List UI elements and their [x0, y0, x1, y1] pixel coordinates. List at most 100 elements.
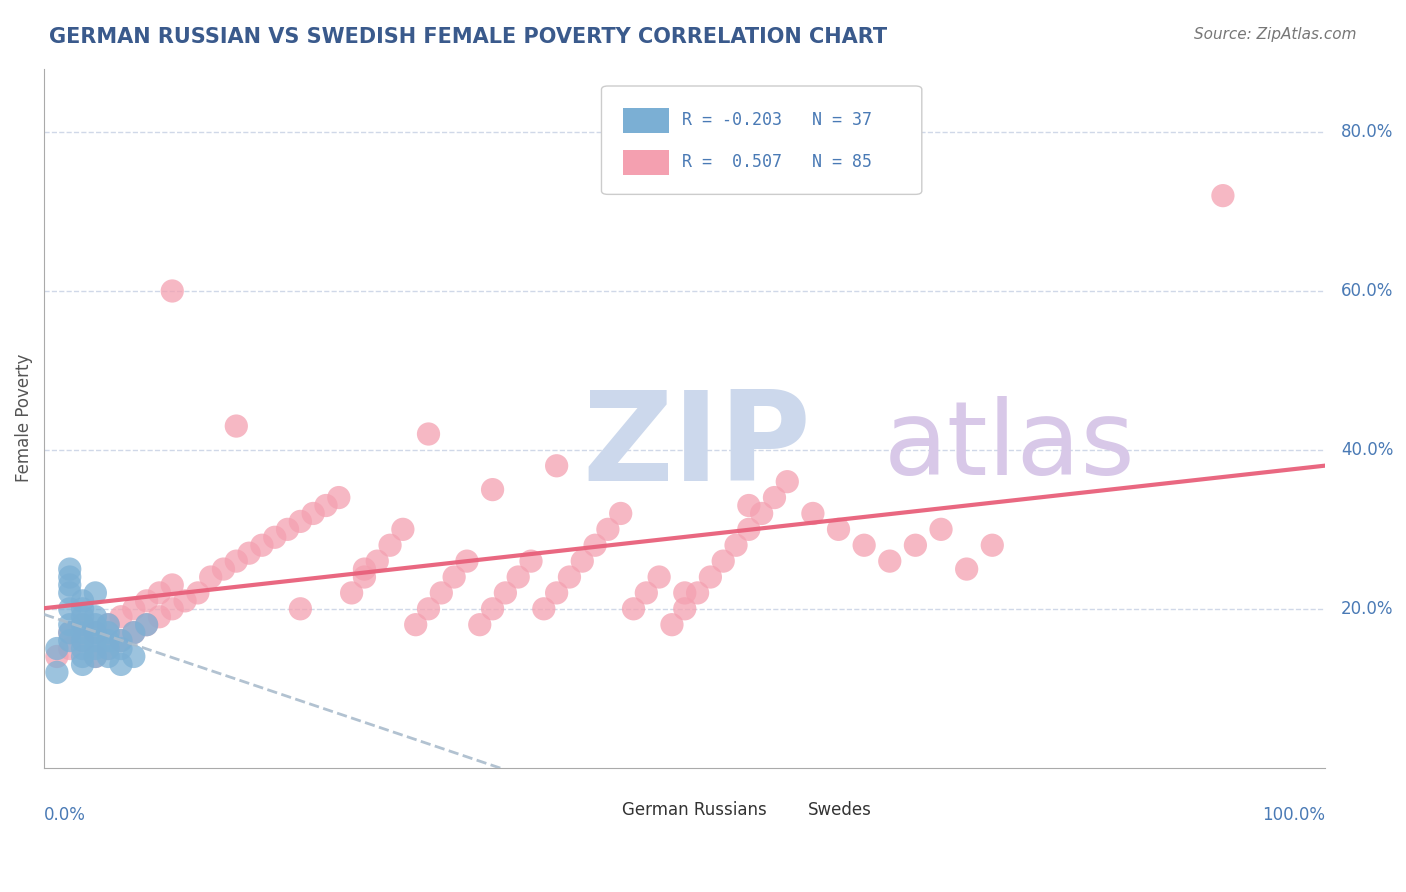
Point	[148, 586, 170, 600]
Point	[84, 617, 107, 632]
Point	[738, 522, 761, 536]
Point	[84, 633, 107, 648]
Point	[673, 586, 696, 600]
Point	[72, 641, 94, 656]
Point	[263, 530, 285, 544]
Point	[751, 507, 773, 521]
Point	[378, 538, 401, 552]
Point	[711, 554, 734, 568]
Point	[648, 570, 671, 584]
Text: Swedes: Swedes	[808, 801, 872, 819]
Point	[583, 538, 606, 552]
Point	[59, 570, 82, 584]
Point	[738, 499, 761, 513]
Point	[238, 546, 260, 560]
Point	[699, 570, 721, 584]
Y-axis label: Female Poverty: Female Poverty	[15, 354, 32, 483]
Text: 60.0%: 60.0%	[1341, 282, 1393, 300]
Point	[97, 633, 120, 648]
Point	[290, 515, 312, 529]
FancyBboxPatch shape	[589, 801, 614, 818]
Point	[45, 665, 67, 680]
Point	[122, 625, 145, 640]
Point	[443, 570, 465, 584]
Point	[72, 633, 94, 648]
Point	[135, 617, 157, 632]
Point	[212, 562, 235, 576]
Point	[174, 594, 197, 608]
Point	[827, 522, 849, 536]
Text: 20.0%: 20.0%	[1341, 599, 1393, 618]
Point	[59, 578, 82, 592]
Point	[392, 522, 415, 536]
Point	[724, 538, 747, 552]
Point	[405, 617, 427, 632]
Point	[661, 617, 683, 632]
Point	[609, 507, 631, 521]
Point	[84, 649, 107, 664]
Point	[97, 641, 120, 656]
Point	[187, 586, 209, 600]
Point	[200, 570, 222, 584]
Point	[110, 641, 132, 656]
Point	[97, 641, 120, 656]
Point	[110, 633, 132, 648]
Point	[430, 586, 453, 600]
Point	[148, 609, 170, 624]
Point	[558, 570, 581, 584]
Text: R = -0.203   N = 37: R = -0.203 N = 37	[682, 112, 872, 129]
Point	[801, 507, 824, 521]
Point	[59, 625, 82, 640]
Point	[59, 602, 82, 616]
Point	[84, 641, 107, 656]
Point	[315, 499, 337, 513]
Point	[533, 602, 555, 616]
Point	[84, 586, 107, 600]
Point	[494, 586, 516, 600]
Text: Source: ZipAtlas.com: Source: ZipAtlas.com	[1194, 27, 1357, 42]
Point	[290, 602, 312, 616]
Point	[59, 625, 82, 640]
Point	[162, 602, 184, 616]
FancyBboxPatch shape	[623, 150, 669, 175]
Point	[1212, 188, 1234, 202]
Point	[481, 483, 503, 497]
Point	[110, 609, 132, 624]
Point	[45, 641, 67, 656]
FancyBboxPatch shape	[775, 801, 800, 818]
FancyBboxPatch shape	[623, 108, 669, 133]
Point	[353, 562, 375, 576]
Point	[929, 522, 952, 536]
Point	[686, 586, 709, 600]
Point	[84, 625, 107, 640]
Text: GERMAN RUSSIAN VS SWEDISH FEMALE POVERTY CORRELATION CHART: GERMAN RUSSIAN VS SWEDISH FEMALE POVERTY…	[49, 27, 887, 46]
Point	[84, 625, 107, 640]
Point	[97, 617, 120, 632]
Point	[72, 657, 94, 672]
Text: atlas: atlas	[883, 395, 1135, 497]
Point	[302, 507, 325, 521]
Point	[72, 609, 94, 624]
Point	[122, 602, 145, 616]
Text: German Russians: German Russians	[621, 801, 766, 819]
Point	[225, 419, 247, 434]
Point	[366, 554, 388, 568]
Point	[673, 602, 696, 616]
Text: 0.0%: 0.0%	[44, 806, 86, 824]
Point	[97, 617, 120, 632]
Point	[135, 594, 157, 608]
Point	[520, 554, 543, 568]
Point	[122, 625, 145, 640]
Point	[636, 586, 658, 600]
Point	[135, 617, 157, 632]
Point	[59, 633, 82, 648]
Point	[546, 458, 568, 473]
Text: ZIP: ZIP	[582, 385, 811, 507]
Point	[418, 427, 440, 442]
Point	[328, 491, 350, 505]
Point	[110, 657, 132, 672]
FancyBboxPatch shape	[602, 86, 922, 194]
Point	[763, 491, 786, 505]
Text: R =  0.507   N = 85: R = 0.507 N = 85	[682, 153, 872, 171]
Text: 80.0%: 80.0%	[1341, 123, 1393, 141]
